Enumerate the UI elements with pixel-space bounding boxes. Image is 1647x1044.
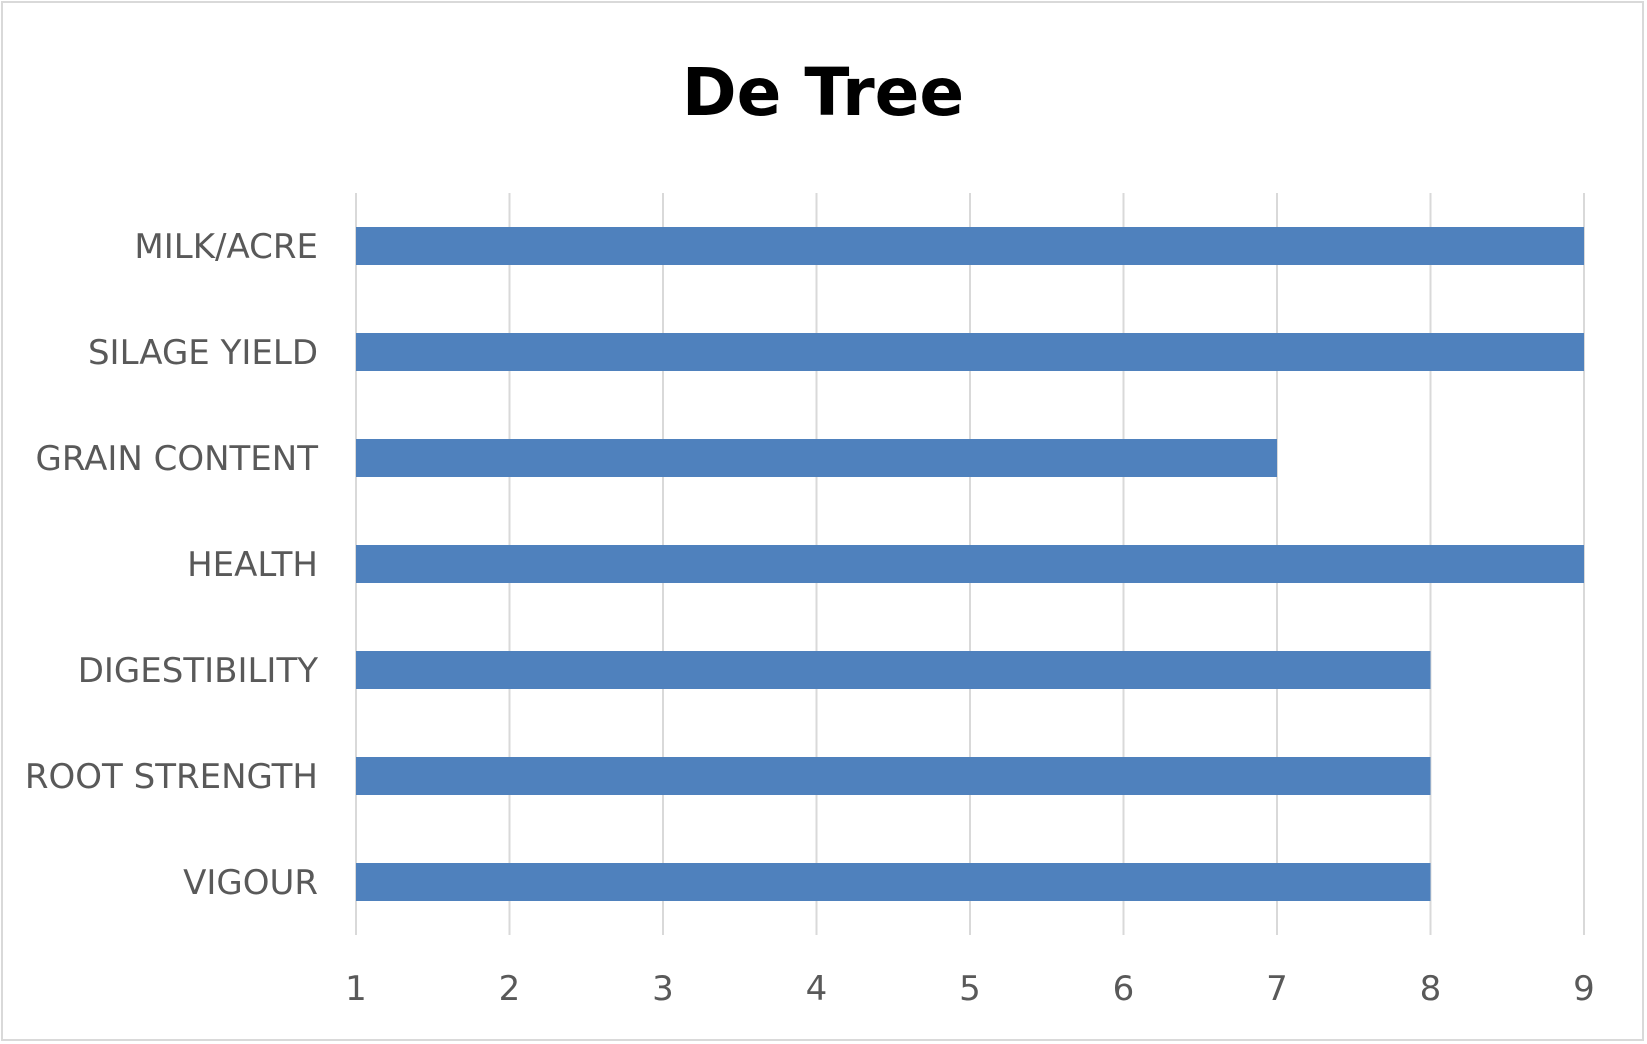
x-tick-label: 4 [806,969,828,1009]
bar-root-strength [356,757,1431,795]
x-tick-label: 9 [1573,969,1595,1009]
x-axis-tick-labels: 1 2 3 4 5 6 7 8 9 [345,969,1595,1009]
bar-milk-acre [356,227,1584,265]
bar-grain-content [356,439,1277,477]
x-tick-label: 1 [345,969,367,1009]
bar-digestibility [356,651,1431,689]
category-label: ROOT STRENGTH [25,757,318,797]
bar-silage-yield [356,333,1584,371]
bar-health [356,545,1584,583]
bars [356,227,1584,901]
category-label: HEALTH [187,545,318,585]
category-label: DIGESTIBILITY [78,651,319,691]
x-tick-label: 7 [1266,969,1288,1009]
chart-title: De Tree [682,54,964,131]
category-labels: MILK/ACRE SILAGE YIELD GRAIN CONTENT HEALTH… [25,227,318,903]
x-tick-label: 6 [1113,969,1135,1009]
bar-vigour [356,863,1431,901]
x-tick-label: 2 [499,969,521,1009]
x-tick-label: 5 [959,969,981,1009]
category-label: MILK/ACRE [134,227,318,267]
x-tick-label: 3 [652,969,674,1009]
category-label: GRAIN CONTENT [35,439,318,479]
category-label: SILAGE YIELD [88,333,318,373]
category-label: VIGOUR [183,863,318,903]
x-tick-label: 8 [1420,969,1442,1009]
